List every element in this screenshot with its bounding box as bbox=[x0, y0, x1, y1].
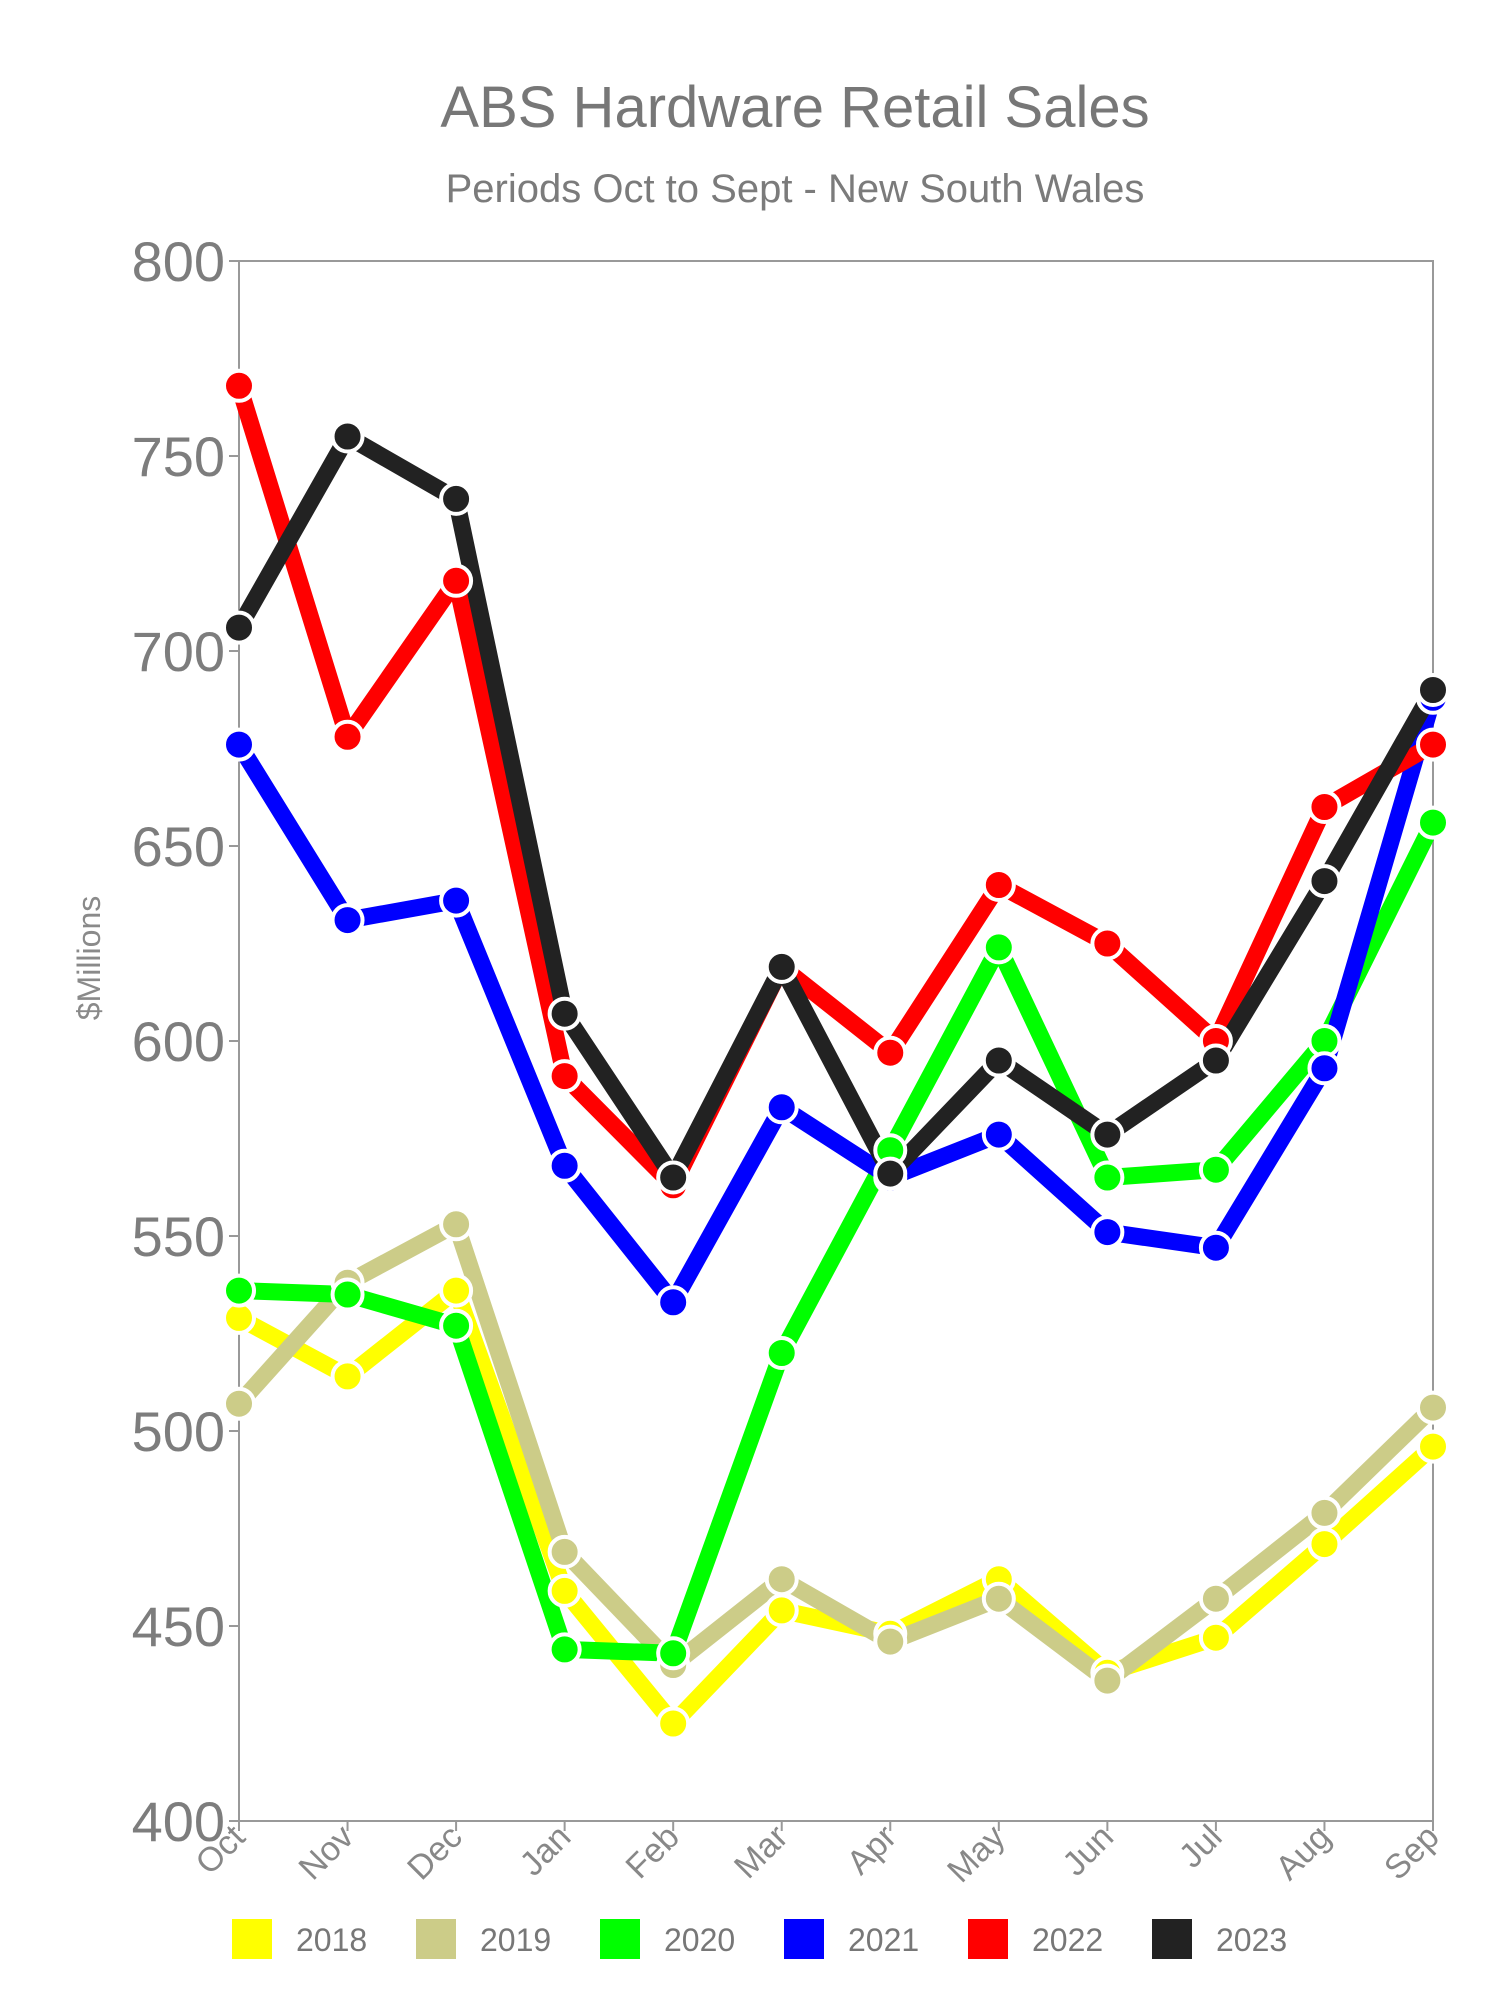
data-point-2018 bbox=[764, 1593, 799, 1628]
data-point-2021 bbox=[439, 883, 474, 918]
chart-title: ABS Hardware Retail Sales bbox=[440, 75, 1149, 140]
data-point-2022 bbox=[439, 563, 474, 598]
data-point-2023 bbox=[1090, 1117, 1125, 1152]
series-line-2018 bbox=[230, 1282, 1442, 1732]
data-point-2020 bbox=[1416, 805, 1450, 840]
y-tick-label: 700 bbox=[132, 620, 225, 683]
data-point-2022 bbox=[222, 368, 256, 403]
data-point-2019 bbox=[1307, 1495, 1342, 1530]
data-point-2023 bbox=[1307, 864, 1342, 899]
chart-subtitle: Periods Oct to Sept - New South Wales bbox=[446, 167, 1145, 211]
data-point-2023 bbox=[330, 419, 365, 454]
data-point-2019 bbox=[1198, 1581, 1233, 1616]
data-point-2019 bbox=[1416, 1390, 1450, 1425]
y-tick-label: 400 bbox=[132, 1790, 225, 1853]
y-tick-label: 450 bbox=[132, 1595, 225, 1658]
series-line-2021 bbox=[230, 689, 1442, 1311]
data-point-2021 bbox=[330, 903, 365, 938]
data-point-2020 bbox=[981, 930, 1016, 965]
data-point-2018 bbox=[656, 1706, 691, 1741]
data-point-2019 bbox=[222, 1386, 256, 1421]
series-line-2019 bbox=[230, 1215, 1442, 1690]
data-point-2023 bbox=[1416, 673, 1450, 707]
legend-swatch-2021 bbox=[784, 1919, 824, 1959]
data-point-2020 bbox=[330, 1277, 365, 1312]
data-point-2023 bbox=[547, 996, 582, 1031]
data-point-2019 bbox=[981, 1581, 1016, 1616]
data-point-2023 bbox=[981, 1043, 1016, 1078]
y-tick-label: 650 bbox=[132, 815, 225, 878]
data-point-2021 bbox=[1090, 1215, 1125, 1250]
data-point-2020 bbox=[764, 1336, 799, 1370]
data-point-2019 bbox=[764, 1562, 799, 1597]
data-point-2021 bbox=[1307, 1051, 1342, 1086]
y-tick-label: 750 bbox=[132, 425, 225, 488]
series-line-2023 bbox=[230, 428, 1442, 1186]
data-point-2021 bbox=[1198, 1230, 1233, 1265]
data-point-2020 bbox=[222, 1273, 256, 1308]
legend-label-2022: 2022 bbox=[1032, 1922, 1103, 1958]
legend-swatch-2022 bbox=[968, 1919, 1008, 1959]
data-point-2021 bbox=[547, 1148, 582, 1183]
legend-swatch-2018 bbox=[232, 1919, 272, 1959]
legend-label-2020: 2020 bbox=[664, 1922, 735, 1958]
legend-label-2018: 2018 bbox=[296, 1922, 367, 1958]
data-point-2018 bbox=[439, 1273, 474, 1308]
data-point-2019 bbox=[547, 1534, 582, 1569]
y-tick-label: 600 bbox=[132, 1010, 225, 1073]
legend-label-2021: 2021 bbox=[848, 1922, 919, 1958]
y-axis: 800 750 700 650 600 550 500 450 400 bbox=[132, 230, 239, 1853]
data-point-2018 bbox=[330, 1359, 365, 1394]
data-point-2023 bbox=[656, 1160, 691, 1195]
data-point-2022 bbox=[1307, 790, 1342, 824]
data-point-2020 bbox=[547, 1632, 582, 1667]
legend: 2018 2019 2020 2021 2022 2023 bbox=[232, 1919, 1287, 1959]
data-point-2018 bbox=[1198, 1620, 1233, 1655]
data-point-2019 bbox=[439, 1207, 474, 1242]
data-point-2021 bbox=[981, 1117, 1016, 1152]
data-point-2021 bbox=[222, 727, 256, 762]
data-point-2023 bbox=[873, 1156, 908, 1191]
data-point-2021 bbox=[656, 1285, 691, 1320]
data-point-2022 bbox=[547, 1059, 582, 1094]
data-point-2023 bbox=[222, 610, 256, 645]
data-point-2022 bbox=[981, 868, 1016, 902]
data-point-2019 bbox=[873, 1624, 908, 1659]
data-point-2020 bbox=[439, 1308, 474, 1343]
y-tick-label: 550 bbox=[132, 1205, 225, 1268]
series-line-2022 bbox=[230, 377, 1442, 1194]
y-tick-label: 800 bbox=[132, 230, 225, 293]
legend-label-2019: 2019 bbox=[480, 1922, 551, 1958]
data-point-2019 bbox=[1090, 1663, 1125, 1698]
data-point-2022 bbox=[330, 719, 365, 754]
data-point-2023 bbox=[439, 481, 474, 516]
data-point-2020 bbox=[1198, 1152, 1233, 1187]
data-point-2018 bbox=[1416, 1429, 1450, 1464]
legend-label-2023: 2023 bbox=[1216, 1922, 1287, 1958]
y-axis-label: $Millions bbox=[71, 896, 107, 1020]
data-point-2022 bbox=[1416, 727, 1450, 762]
data-point-2022 bbox=[1090, 926, 1125, 961]
series-lines bbox=[230, 377, 1442, 1732]
series-points bbox=[222, 368, 1450, 1741]
data-point-2021 bbox=[764, 1090, 799, 1125]
data-point-2023 bbox=[1198, 1043, 1233, 1078]
series-line-2020 bbox=[230, 814, 1442, 1662]
legend-swatch-2023 bbox=[1152, 1919, 1192, 1959]
data-point-2018 bbox=[547, 1573, 582, 1608]
data-point-2023 bbox=[764, 949, 799, 984]
data-point-2020 bbox=[656, 1636, 691, 1671]
y-tick-label: 500 bbox=[132, 1400, 225, 1463]
data-point-2018 bbox=[1307, 1527, 1342, 1562]
legend-swatch-2019 bbox=[416, 1919, 456, 1959]
legend-swatch-2020 bbox=[600, 1919, 640, 1959]
data-point-2020 bbox=[1090, 1160, 1125, 1195]
data-point-2022 bbox=[873, 1035, 908, 1070]
